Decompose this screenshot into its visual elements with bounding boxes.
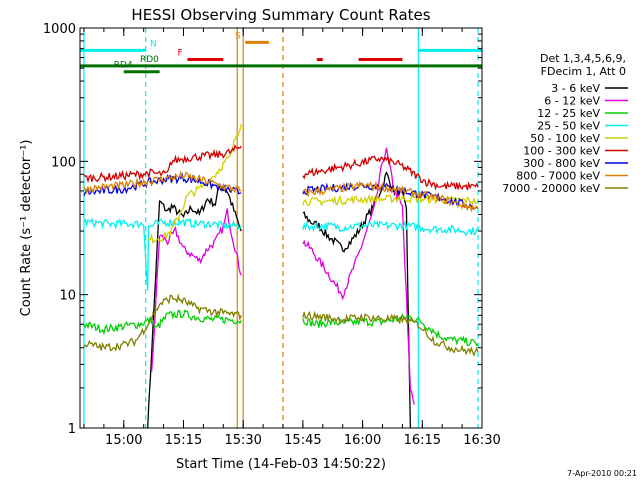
- legend-title-line-2: FDecim 1, Att 0: [541, 65, 626, 78]
- plot-frame: [79, 27, 483, 429]
- legend-entry-label-7: 800 - 7000 keV: [516, 170, 600, 183]
- series-line-6-segment-1: [302, 181, 479, 210]
- series-line-1-segment-0: [150, 208, 242, 372]
- legend-title-line-1: Det 1,3,4,5,6,9,: [540, 52, 626, 65]
- series-line-3-segment-0: [83, 217, 242, 291]
- y-tick-label-0: 1: [68, 422, 76, 437]
- flag-label-rd0: RD0: [140, 55, 159, 65]
- series-line-3-segment-1: [302, 220, 479, 237]
- legend-entry-label-3: 25 - 50 keV: [537, 120, 600, 133]
- series-line-2-segment-0: [83, 309, 242, 336]
- legend-entry-label-2: 12 - 25 keV: [537, 107, 600, 120]
- legend-entry-label-1: 6 - 12 keV: [544, 95, 600, 108]
- y-tick-label-1: 10: [59, 289, 76, 304]
- x-tick-label-0: 15:00: [105, 433, 142, 448]
- series-line-8-segment-1: [302, 310, 479, 357]
- legend: Det 1,3,4,5,6,9, FDecim 1, Att 0 3 - 6 k…: [502, 52, 628, 195]
- x-tick-label-5: 16:15: [404, 433, 441, 448]
- legend-entry-label-6: 300 - 800 keV: [523, 157, 600, 170]
- chart-title: HESSI Observing Summary Count Rates: [131, 6, 430, 24]
- legend-entry-label-0: 3 - 6 keV: [551, 82, 600, 95]
- series-line-8-segment-0: [83, 293, 242, 352]
- series-line-5-segment-1: [302, 154, 479, 191]
- series-line-7-segment-0: [83, 170, 242, 195]
- flag-label-s: S: [235, 31, 241, 41]
- y-tick-label-3: 1000: [43, 22, 76, 37]
- legend-entry-label-4: 50 - 100 keV: [530, 132, 600, 145]
- y-tick-label-2: 100: [51, 155, 76, 170]
- plot-area: [80, 28, 482, 428]
- series-line-7-segment-1: [302, 180, 479, 213]
- series-line-0-segment-1: [302, 171, 412, 428]
- series-line-5-segment-0: [83, 144, 242, 184]
- x-tick-label-4: 16:00: [344, 433, 381, 448]
- flag-label-rd4: RD4: [114, 61, 133, 71]
- x-tick-label-3: 15:45: [284, 433, 321, 448]
- flag-label-n: N: [150, 39, 157, 49]
- y-axis-label: Count Rate (s⁻¹ detector⁻¹): [19, 140, 34, 317]
- flag-label-f: F: [177, 49, 182, 59]
- x-tick-label-2: 15:30: [224, 433, 261, 448]
- legend-entry-label-8: 7000 - 20000 keV: [502, 182, 600, 195]
- x-tick-label-6: 16:30: [463, 433, 500, 448]
- x-tick-label-1: 15:15: [165, 433, 202, 448]
- series-line-4-segment-0: [147, 124, 242, 245]
- legend-entry-label-5: 100 - 300 keV: [523, 145, 600, 158]
- x-axis-label: Start Time (14-Feb-03 14:50:22): [176, 457, 386, 472]
- footer-date: 7-Apr-2010 00:21: [567, 469, 637, 478]
